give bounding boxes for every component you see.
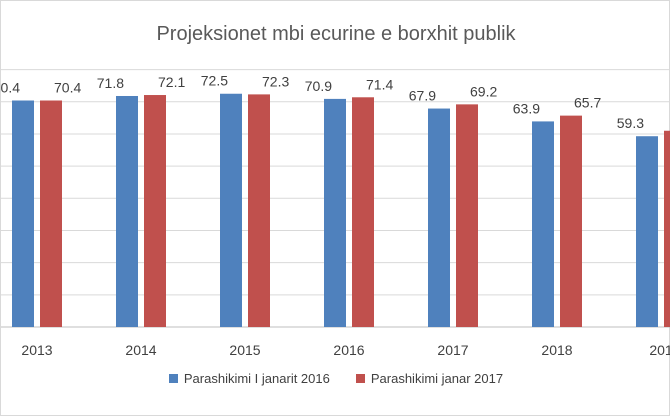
- bar-2018-series-1: [532, 121, 554, 327]
- data-label: 70.4: [1, 80, 20, 96]
- x-tick-label: 2016: [333, 342, 364, 358]
- bar-2017-series-2: [456, 104, 478, 327]
- bar-2014-series-2: [144, 95, 166, 327]
- data-label: 70.4: [54, 80, 81, 96]
- bar-2013-series-2: [40, 100, 62, 327]
- legend: Parashikimi I janarit 2016 Parashikimi j…: [1, 371, 670, 386]
- bar-2014-series-1: [116, 95, 138, 328]
- data-label: 71.4: [366, 76, 393, 92]
- bar-2017-series-1: [428, 108, 450, 327]
- legend-swatch-series-2: [355, 374, 365, 383]
- bar-2016-series-2: [352, 97, 374, 327]
- legend-label-series-1: Parashikimi I janarit 2016: [183, 371, 330, 386]
- chart-title: Projeksionet mbi ecurine e borxhit publi…: [156, 23, 516, 45]
- bar-2015-series-2: [248, 94, 270, 327]
- data-label: 69.2: [470, 83, 497, 99]
- legend-label-series-2: Parashikimi janar 2017: [370, 371, 504, 386]
- x-tick-label: 2017: [437, 342, 468, 358]
- x-tick-label: 2013: [21, 342, 52, 358]
- data-label: 67.9: [409, 88, 436, 104]
- legend-item-series-1: Parashikimi I janarit 2016: [168, 371, 330, 386]
- bar-2018-series-2: [560, 115, 582, 327]
- legend-item-series-2: Parashikimi janar 2017: [355, 371, 504, 386]
- x-tick-label: 201: [649, 342, 670, 358]
- bar-2013-series-1: [12, 100, 34, 327]
- data-label: 63.9: [513, 100, 540, 116]
- data-label: 71.8: [97, 75, 124, 91]
- data-label: 72.3: [262, 73, 289, 89]
- data-label: 70.9: [305, 78, 332, 94]
- data-label: 72.1: [158, 74, 185, 90]
- data-label: 59.3: [617, 115, 644, 131]
- x-tick-label: 2018: [541, 342, 572, 358]
- bar-2019-series-2: [664, 130, 670, 327]
- bar-2015-series-1: [220, 93, 242, 327]
- data-label: 65.7: [574, 95, 601, 111]
- bar-2016-series-1: [324, 98, 346, 328]
- data-label: 72.5: [201, 73, 228, 89]
- x-tick-label: 2014: [125, 342, 156, 358]
- legend-swatch-series-1: [168, 374, 178, 383]
- bar-2019-series-1: [636, 136, 658, 327]
- x-tick-label: 2015: [229, 342, 260, 358]
